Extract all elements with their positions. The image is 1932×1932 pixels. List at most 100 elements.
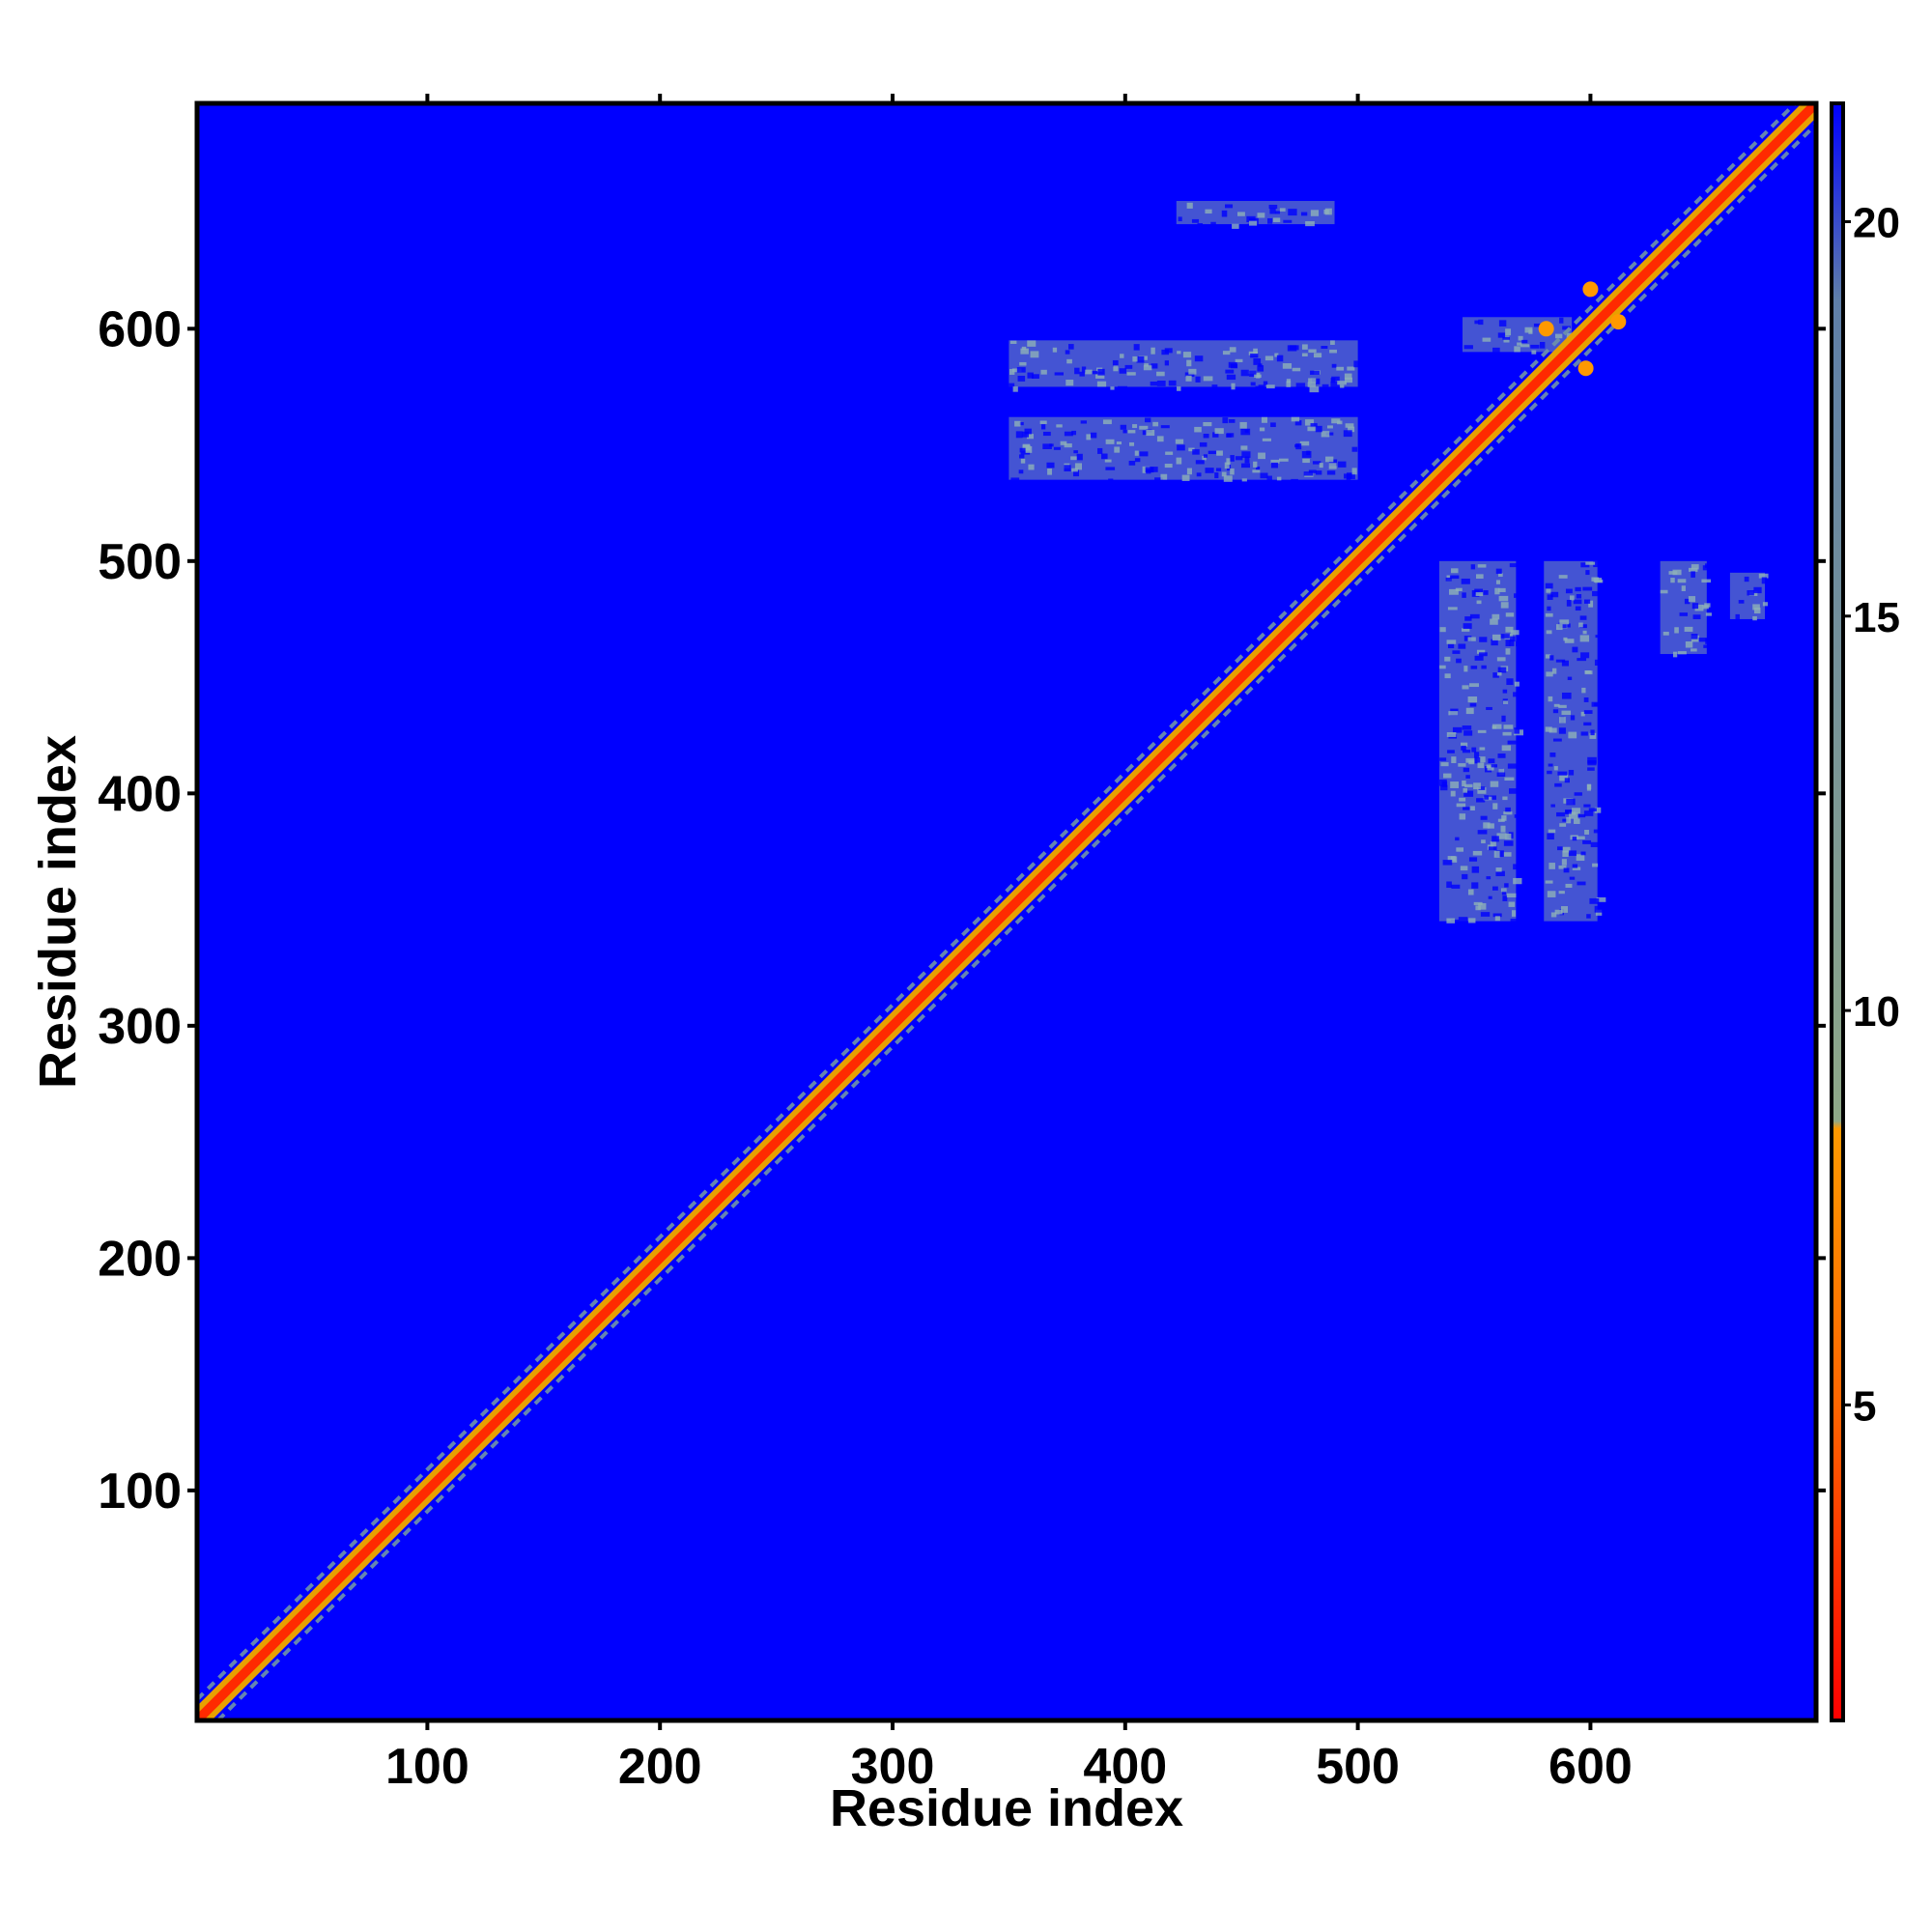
contact-patch-speckle bbox=[1549, 752, 1556, 757]
contact-patch-speckle bbox=[1508, 901, 1516, 907]
contact-patch-speckle bbox=[1068, 344, 1074, 350]
contact-patch-speckle bbox=[1292, 367, 1301, 372]
contact-patch-speckle bbox=[1126, 372, 1136, 376]
contact-patch-speckle bbox=[1584, 670, 1593, 675]
contact-patch-speckle bbox=[1505, 807, 1511, 812]
contact-patch-speckle bbox=[1462, 750, 1471, 753]
contact-patch-speckle bbox=[1470, 666, 1478, 669]
contact-patch-speckle bbox=[1129, 441, 1135, 446]
contact-patch-speckle bbox=[1337, 381, 1347, 385]
contact-patch-speckle bbox=[1548, 763, 1553, 767]
contact-patch-speckle bbox=[1279, 458, 1289, 462]
contact-patch-speckle bbox=[1505, 626, 1514, 633]
contact-patch-speckle bbox=[1577, 881, 1586, 886]
contact-patch-speckle bbox=[1500, 888, 1507, 893]
contact-patch-speckle bbox=[1471, 590, 1480, 597]
contact-patch-speckle bbox=[1468, 857, 1478, 862]
contact-patch-speckle bbox=[1286, 379, 1292, 384]
contact-patch-speckle bbox=[1588, 808, 1597, 811]
contact-patch-speckle bbox=[1520, 344, 1530, 348]
contact-patch-speckle bbox=[1321, 384, 1329, 391]
contact-patch-speckle bbox=[1565, 588, 1573, 594]
contact-patch-speckle bbox=[1160, 425, 1170, 429]
contact-patch-speckle bbox=[1286, 381, 1292, 387]
contact-patch-speckle bbox=[1246, 215, 1256, 223]
contact-patch-speckle bbox=[1030, 351, 1039, 358]
contact-patch-speckle bbox=[1086, 434, 1092, 440]
contact-patch-speckle bbox=[1263, 381, 1268, 385]
contact-patch-speckle bbox=[1463, 807, 1471, 810]
contact-patch-speckle bbox=[1257, 365, 1264, 372]
contact-patch-speckle bbox=[1194, 426, 1202, 433]
contact-patch-speckle bbox=[1572, 837, 1577, 841]
contact-patch-speckle bbox=[1248, 220, 1258, 226]
contact-patch-speckle bbox=[1194, 355, 1204, 362]
contact-patch-speckle bbox=[1255, 385, 1264, 392]
contact-patch-speckle bbox=[1514, 814, 1522, 818]
contact-patch-speckle bbox=[1579, 615, 1587, 620]
contact-patch-speckle bbox=[1041, 424, 1046, 430]
contact-patch-speckle bbox=[1679, 612, 1689, 616]
close-contact-point bbox=[1577, 360, 1594, 377]
contact-patch-speckle bbox=[1110, 386, 1115, 390]
contact-patch-speckle bbox=[1593, 560, 1602, 568]
contact-patch-speckle bbox=[1151, 363, 1158, 369]
contact-patch-speckle bbox=[1065, 379, 1074, 386]
contact-patch-speckle bbox=[1559, 823, 1567, 827]
contact-patch-speckle bbox=[1325, 456, 1334, 463]
contact-patch-speckle bbox=[1301, 344, 1308, 350]
contact-patch-speckle bbox=[1705, 612, 1712, 616]
contact-patch-speckle bbox=[1593, 829, 1602, 834]
contact-patch-speckle bbox=[1583, 810, 1594, 816]
contact-patch-speckle bbox=[1269, 208, 1276, 214]
contact-patch-speckle bbox=[1012, 386, 1018, 392]
contact-patch-speckle bbox=[1022, 443, 1031, 447]
contact-patch-speckle bbox=[1513, 593, 1519, 598]
contact-patch-speckle bbox=[1497, 332, 1506, 338]
contact-patch-speckle bbox=[1195, 376, 1201, 383]
contact-patch-speckle bbox=[1480, 912, 1491, 917]
contact-patch-speckle bbox=[1463, 787, 1467, 793]
contact-patch-speckle bbox=[1545, 654, 1551, 659]
contact-patch-speckle bbox=[1301, 353, 1308, 357]
contact-patch-speckle bbox=[1496, 672, 1502, 676]
contact-patch-speckle bbox=[1582, 630, 1587, 635]
contact-patch-speckle bbox=[1254, 374, 1262, 379]
contact-patch-speckle bbox=[1060, 440, 1067, 445]
contact-patch-speckle bbox=[1181, 474, 1190, 481]
contact-patch-speckle bbox=[1496, 657, 1506, 662]
contact-patch-speckle bbox=[1185, 375, 1192, 382]
contact-patch-speckle bbox=[1691, 603, 1699, 610]
contact-patch-speckle bbox=[1221, 210, 1228, 217]
contact-patch-speckle bbox=[1690, 571, 1695, 578]
close-contact-point bbox=[1610, 314, 1627, 330]
contact-patch-speckle bbox=[1564, 639, 1575, 643]
contact-patch-speckle bbox=[1547, 833, 1554, 840]
contact-patch-speckle bbox=[1096, 381, 1107, 387]
contact-patch-speckle bbox=[1492, 886, 1498, 891]
contact-patch-speckle bbox=[1120, 354, 1124, 358]
contact-patch-speckle bbox=[1476, 798, 1486, 803]
y-tick-label: 100 bbox=[98, 1463, 182, 1520]
contact-patch-speckle bbox=[1463, 767, 1470, 773]
contact-patch-speckle bbox=[1019, 361, 1027, 366]
contact-patch-speckle bbox=[1119, 368, 1127, 374]
contact-patch-speckle bbox=[1017, 375, 1026, 382]
x-tick-label: 200 bbox=[618, 1739, 702, 1795]
contact-patch-speckle bbox=[1559, 317, 1564, 324]
contact-patch-speckle bbox=[1547, 606, 1551, 611]
contact-patch-speckle bbox=[1054, 372, 1064, 376]
contact-patch-speckle bbox=[1596, 896, 1606, 902]
contact-patch-speckle bbox=[1199, 441, 1208, 447]
contact-patch-speckle bbox=[1463, 790, 1474, 797]
contact-patch-speckle bbox=[1237, 212, 1245, 216]
contact-patch-speckle bbox=[1066, 358, 1072, 364]
contact-patch-speckle bbox=[1253, 461, 1258, 468]
contact-patch-speckle bbox=[1590, 729, 1595, 736]
contact-patch-speckle bbox=[1235, 456, 1243, 461]
contact-patch-speckle bbox=[1020, 348, 1029, 355]
contact-patch-speckle bbox=[1197, 222, 1204, 230]
y-tick-label: 500 bbox=[98, 534, 182, 590]
contact-patch-speckle bbox=[1559, 774, 1569, 781]
contact-patch-speckle bbox=[1591, 701, 1601, 707]
